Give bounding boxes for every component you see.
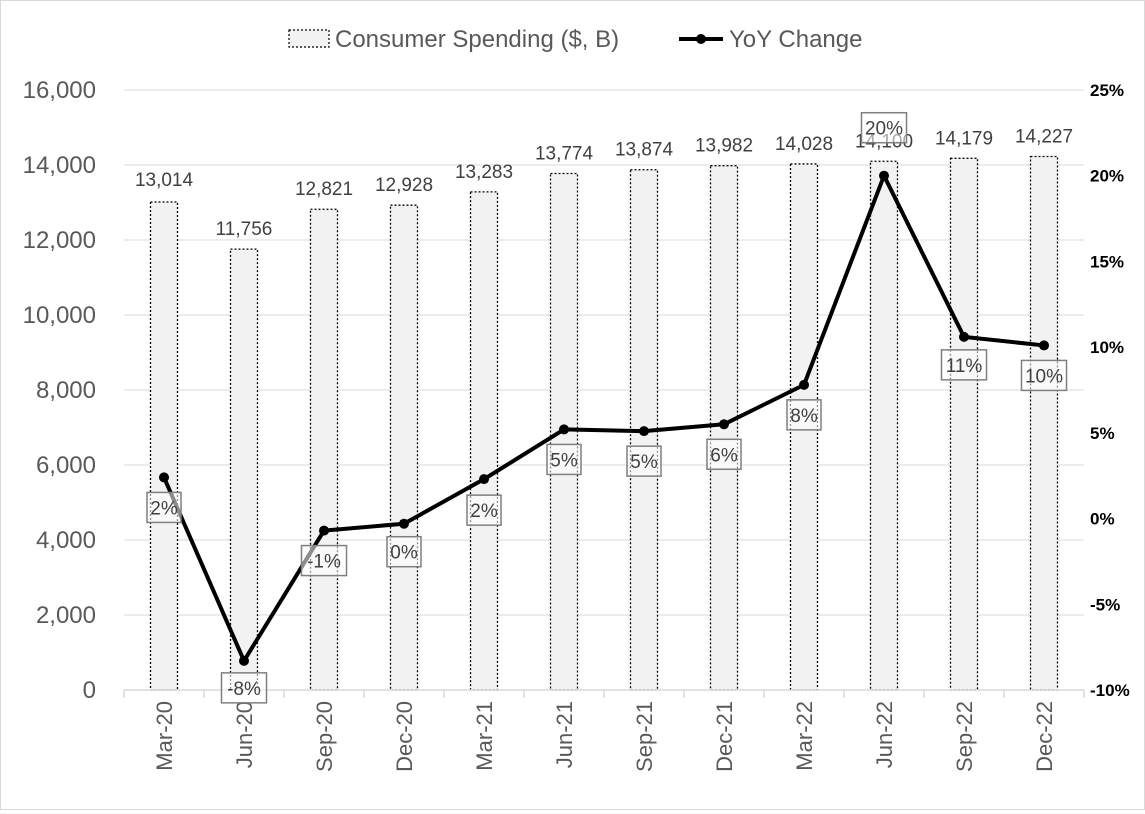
x-tick-label: Sep-20 (312, 701, 337, 772)
yoy-label-box (860, 111, 908, 144)
bar-value-label: 13,874 (615, 140, 674, 161)
bar (309, 208, 339, 691)
yoy-label-box (1020, 359, 1068, 392)
bar-value-label: 13,283 (455, 162, 513, 183)
y-left-tick-label: 2,000 (36, 602, 96, 629)
bar-value-label: 13,014 (135, 170, 194, 191)
yoy-value-label: 2% (470, 501, 498, 522)
yoy-label-box (786, 399, 822, 431)
y-left-tick-label: 8,000 (36, 377, 96, 404)
x-tick-label: Dec-22 (1032, 701, 1057, 772)
bar-value-label: 12,821 (295, 179, 353, 200)
y-right-tick-label: 0% (1090, 510, 1115, 529)
yoy-point (399, 518, 409, 529)
bar (469, 191, 499, 691)
y-right-tick-label: 10% (1090, 338, 1124, 357)
bar-value-label: 13,982 (695, 136, 753, 157)
data-labels: 13,014 11,756 12,821 12,928 13,283 13,774 13,8… (135, 111, 1073, 704)
bar-series (149, 155, 1059, 691)
y-right-tick-label: 5% (1090, 424, 1115, 443)
yoy-label-box (300, 544, 348, 577)
yoy-value-label: -8% (227, 679, 261, 700)
yoy-point (879, 170, 889, 181)
x-tick-label: Sep-22 (952, 701, 977, 772)
yoy-label-box (220, 672, 268, 704)
yoy-line (162, 173, 1045, 663)
x-tick-label: Mar-20 (152, 701, 177, 771)
x-tick-label: Jun-20 (232, 701, 257, 768)
legend-line-label: YoY Change (729, 26, 862, 53)
yoy-label-box (466, 494, 502, 526)
axes: 0 2,000 4,000 6,000 8,000 10,000 12,000 14,000 1… (23, 77, 1130, 772)
yoy-label-box (626, 445, 662, 477)
y-left-tick-label: 16,000 (23, 77, 96, 104)
yoy-point (959, 331, 969, 342)
yoy-label-box (940, 349, 988, 381)
gridlines (124, 89, 1084, 616)
y-left-tick-label: 12,000 (23, 227, 96, 254)
y-right-tick-label: 20% (1090, 167, 1124, 186)
yoy-value-label: 0% (390, 543, 418, 564)
legend-line-marker (696, 34, 706, 44)
yoy-point (559, 424, 569, 435)
bar (1029, 155, 1059, 691)
legend-bar-label: Consumer Spending ($, B) (335, 26, 619, 53)
x-tick-label: Dec-20 (392, 701, 417, 772)
yoy-point (799, 379, 809, 390)
y-left-tick-label: 6,000 (36, 452, 96, 479)
yoy-value-label: 11% (946, 356, 983, 377)
x-tick-label: Mar-21 (472, 701, 497, 771)
bar (549, 172, 579, 691)
yoy-point (159, 472, 169, 483)
yoy-value-label: -1% (307, 552, 341, 573)
yoy-value-label: 8% (790, 406, 818, 427)
bar (229, 248, 259, 691)
y-right-tick-label: -10% (1090, 681, 1130, 700)
yoy-value-label: 10% (1025, 366, 1063, 387)
bar (949, 157, 979, 691)
yoy-label-box (386, 535, 422, 568)
legend-bar-swatch (288, 29, 330, 48)
bar-value-label: 14,227 (1015, 126, 1073, 147)
x-tick-label: Sep-21 (632, 701, 657, 772)
bar-value-label: 13,774 (535, 143, 594, 164)
bar-value-label: 12,928 (375, 175, 433, 196)
bar (869, 160, 899, 691)
bar-value-label: 14,028 (775, 134, 833, 155)
yoy-value-label: 5% (630, 452, 658, 473)
yoy-label-box (706, 438, 742, 471)
yoy-value-label: 5% (550, 450, 578, 471)
bar-value-label: 14,179 (935, 128, 993, 149)
yoy-point (239, 655, 249, 666)
y-left-tick-label: 0 (83, 677, 96, 704)
y-right-tick-label: -5% (1090, 595, 1120, 614)
yoy-label-box (146, 491, 182, 524)
yoy-point (719, 419, 729, 430)
yoy-value-label: 2% (150, 498, 178, 519)
bar (149, 201, 179, 691)
y-left-tick-label: 14,000 (23, 152, 96, 179)
bar (389, 204, 419, 691)
y-left-tick-label: 10,000 (23, 302, 96, 329)
y-left-tick-label: 4,000 (36, 527, 96, 554)
yoy-point (319, 525, 329, 536)
yoy-point (479, 474, 489, 485)
yoy-point (639, 426, 649, 437)
yoy-value-label: 6% (710, 445, 738, 466)
legend: Consumer Spending ($, B) YoY Change (288, 26, 862, 53)
line-series (159, 170, 1049, 666)
bar-value-label: 11,756 (216, 219, 273, 240)
x-tick-label: Jun-21 (552, 701, 577, 768)
x-tick-label: Mar-22 (792, 701, 817, 771)
yoy-label-box (546, 443, 582, 476)
x-tick-label: Jun-22 (872, 701, 897, 768)
y-right-tick-label: 15% (1090, 252, 1124, 271)
x-tick-label: Dec-21 (712, 701, 737, 772)
yoy-point (1039, 340, 1049, 351)
y-right-tick-label: 25% (1090, 81, 1124, 100)
yoy-value-label: 20% (865, 119, 903, 140)
